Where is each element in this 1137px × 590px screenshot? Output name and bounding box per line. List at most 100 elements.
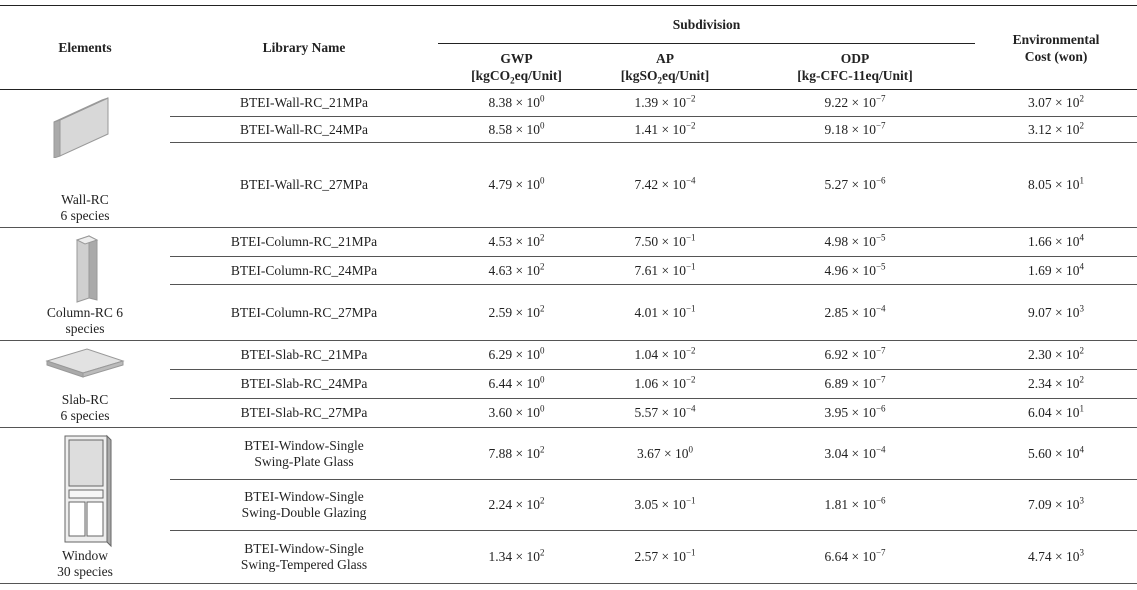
unit: [kgSO2eq/Unit] bbox=[599, 67, 731, 84]
library-name: BTEI-Slab-RC_21MPa bbox=[174, 347, 434, 363]
value-exponent: 2 bbox=[1080, 94, 1085, 104]
value-exponent: 3 bbox=[1080, 303, 1085, 313]
value-exponent: −2 bbox=[686, 120, 696, 130]
value-base: 1.39 × 10 bbox=[634, 95, 686, 110]
element-label: Column-RC 6 bbox=[4, 305, 166, 321]
value-cell: 2.85 × 10−4 bbox=[735, 285, 975, 341]
value-cell: 1.81 × 10−6 bbox=[735, 480, 975, 531]
value-cell: 9.22 × 10−7 bbox=[735, 90, 975, 117]
value-base: 4.74 × 10 bbox=[1028, 549, 1080, 564]
value-base: 4.79 × 10 bbox=[489, 177, 541, 192]
table-row: BTEI-Window-SingleSwing-Tempered Glass1.… bbox=[0, 531, 1137, 584]
library-cell: BTEI-Column-RC_24MPa bbox=[170, 257, 438, 285]
value-base: 4.53 × 10 bbox=[489, 234, 541, 249]
value-cell: 4.01 × 10−1 bbox=[595, 285, 735, 341]
value-base: 4.01 × 10 bbox=[634, 305, 686, 320]
library-name: BTEI-Column-RC_21MPa bbox=[174, 234, 434, 250]
value-cell: 4.79 × 100 bbox=[438, 143, 595, 228]
value-base: 2.85 × 10 bbox=[824, 305, 876, 320]
header-text: ODP bbox=[739, 50, 971, 67]
unit: [kgCO2eq/Unit] bbox=[442, 67, 591, 84]
element-cell: Wall-RC6 species bbox=[0, 90, 170, 228]
value-base: 2.30 × 10 bbox=[1028, 347, 1080, 362]
value-cell: 1.34 × 102 bbox=[438, 531, 595, 584]
header-text: Environmental bbox=[979, 31, 1133, 48]
value-cell: 2.34 × 102 bbox=[975, 370, 1137, 399]
table-row: BTEI-Column-RC_24MPa4.63 × 1027.61 × 10−… bbox=[0, 257, 1137, 285]
value-base: 1.41 × 10 bbox=[634, 122, 686, 137]
value-base: 2.59 × 10 bbox=[489, 305, 541, 320]
value-base: 3.05 × 10 bbox=[634, 497, 686, 512]
value-exponent: 0 bbox=[540, 346, 545, 356]
value-exponent: −4 bbox=[876, 303, 886, 313]
value-cell: 5.27 × 10−6 bbox=[735, 143, 975, 228]
value-exponent: 1 bbox=[1080, 404, 1085, 414]
value-exponent: 0 bbox=[540, 404, 545, 414]
table-row: BTEI-Wall-RC_24MPa8.58 × 1001.41 × 10−29… bbox=[0, 117, 1137, 143]
value-base: 1.04 × 10 bbox=[634, 347, 686, 362]
value-exponent: −1 bbox=[686, 496, 696, 506]
value-cell: 4.96 × 10−5 bbox=[735, 257, 975, 285]
value-cell: 1.04 × 10−2 bbox=[595, 341, 735, 370]
value-base: 7.09 × 10 bbox=[1028, 497, 1080, 512]
window-icon bbox=[55, 432, 115, 550]
value-exponent: −4 bbox=[876, 444, 886, 454]
value-cell: 9.07 × 103 bbox=[975, 285, 1137, 341]
value-base: 8.58 × 10 bbox=[489, 122, 541, 137]
unit-text: eq/Unit] bbox=[662, 68, 709, 83]
value-exponent: 2 bbox=[540, 233, 545, 243]
value-exponent: 0 bbox=[689, 444, 694, 454]
value-base: 5.27 × 10 bbox=[824, 177, 876, 192]
value-cell: 1.69 × 104 bbox=[975, 257, 1137, 285]
value-exponent: 2 bbox=[540, 261, 545, 271]
value-base: 8.05 × 10 bbox=[1028, 177, 1080, 192]
value-base: 3.95 × 10 bbox=[824, 405, 876, 420]
value-cell: 2.24 × 102 bbox=[438, 480, 595, 531]
value-base: 7.50 × 10 bbox=[634, 234, 686, 249]
library-cell: BTEI-Wall-RC_27MPa bbox=[170, 143, 438, 228]
value-exponent: 4 bbox=[1080, 233, 1085, 243]
library-name: BTEI-Window-Single bbox=[174, 541, 434, 557]
value-base: 6.64 × 10 bbox=[824, 549, 876, 564]
page: {"header": {"elements": "Elements", "lib… bbox=[0, 5, 1137, 590]
element-label: Slab-RC bbox=[4, 392, 166, 408]
library-cell: BTEI-Slab-RC_27MPa bbox=[170, 399, 438, 428]
value-exponent: 0 bbox=[540, 176, 545, 186]
value-cell: 6.89 × 10−7 bbox=[735, 370, 975, 399]
value-cell: 7.61 × 10−1 bbox=[595, 257, 735, 285]
header-cell: Subdivision bbox=[438, 6, 975, 44]
value-exponent: 2 bbox=[1080, 120, 1085, 130]
value-exponent: −7 bbox=[876, 120, 886, 130]
value-cell: 6.04 × 101 bbox=[975, 399, 1137, 428]
value-exponent: 0 bbox=[540, 94, 545, 104]
element-label: Wall-RC bbox=[4, 192, 166, 208]
value-exponent: −2 bbox=[686, 375, 696, 385]
value-exponent: 1 bbox=[1080, 176, 1085, 186]
value-base: 4.96 × 10 bbox=[824, 263, 876, 278]
value-cell: 3.60 × 100 bbox=[438, 399, 595, 428]
header-text: Cost (won) bbox=[979, 48, 1133, 65]
value-exponent: −7 bbox=[876, 548, 886, 558]
value-exponent: −2 bbox=[686, 346, 696, 356]
value-base: 9.22 × 10 bbox=[824, 95, 876, 110]
value-cell: 1.66 × 104 bbox=[975, 228, 1137, 257]
unit: [kg-CFC-11eq/Unit] bbox=[739, 67, 971, 84]
value-exponent: −5 bbox=[876, 233, 886, 243]
value-cell: 4.74 × 103 bbox=[975, 531, 1137, 584]
value-base: 4.98 × 10 bbox=[824, 234, 876, 249]
value-exponent: 0 bbox=[540, 375, 545, 385]
value-cell: 7.88 × 102 bbox=[438, 428, 595, 480]
value-cell: 6.64 × 10−7 bbox=[735, 531, 975, 584]
library-name: BTEI-Column-RC_24MPa bbox=[174, 263, 434, 279]
table-row: Slab-RC6 speciesBTEI-Slab-RC_21MPa6.29 ×… bbox=[0, 341, 1137, 370]
header-cell: GWP[kgCO2eq/Unit] bbox=[438, 44, 595, 90]
header-text: Library Name bbox=[263, 40, 346, 55]
value-base: 1.34 × 10 bbox=[489, 549, 541, 564]
value-cell: 6.92 × 10−7 bbox=[735, 341, 975, 370]
value-cell: 2.59 × 102 bbox=[438, 285, 595, 341]
